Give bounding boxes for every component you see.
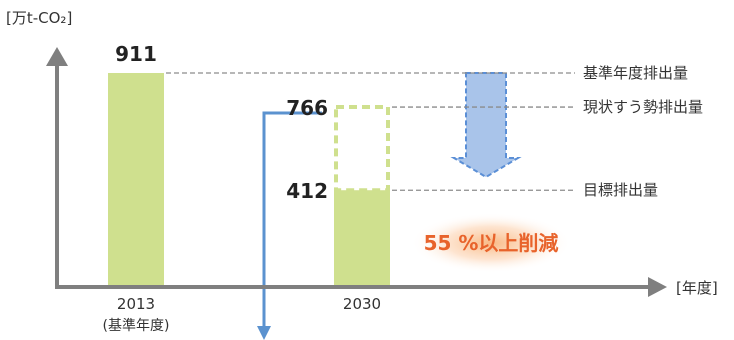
y-axis-arrow-icon [46,47,68,66]
x-tick-sublabel: (基準年度) [103,317,170,334]
blue-down-arrow-icon [257,326,271,340]
reference-line-label: 基準年度排出量 [583,64,688,82]
reference-line-label: 目標排出量 [583,181,658,199]
bar-2013 [108,73,164,287]
reduction-callout: 55 %以上削減 [424,231,559,255]
current-trend-bar-outline [334,105,390,193]
reduction-arrow-icon [450,72,522,179]
x-axis-arrow-icon [648,277,667,297]
x-tick-label: 2030 [343,295,381,313]
x-tick-label: 2013 [117,295,155,313]
callout-glow [411,213,571,273]
value-label: 911 [115,42,157,66]
value-label: 766 [286,96,328,120]
y-axis-title: [万t-CO₂] [6,9,72,27]
blue-guide-line [262,111,322,326]
x-axis-title: [年度] [676,279,718,297]
value-label: 412 [286,179,328,203]
bar-2030 [334,190,390,287]
reference-line-label: 現状すう勢排出量 [583,98,703,116]
